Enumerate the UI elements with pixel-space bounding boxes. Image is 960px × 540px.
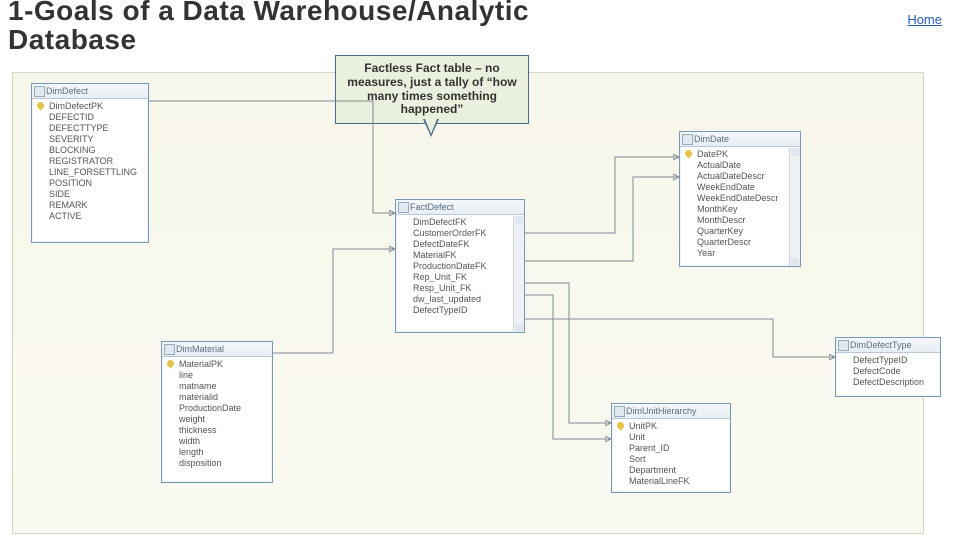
field-list: DefectTypeIDDefectCodeDefectDescription (836, 353, 940, 391)
field: POSITION (35, 178, 145, 189)
field: length (165, 447, 269, 458)
table-dimdefect: DimDefectDimDefectPKDEFECTIDDEFECTTYPESE… (31, 83, 149, 243)
page-title: 1-Goals of a Data Warehouse/Analytic Dat… (8, 0, 529, 55)
field: DefectTypeID (839, 355, 937, 366)
field: DatePK (683, 149, 797, 160)
field-list: UnitPKUnitParent_IDSortDepartmentMateria… (612, 419, 730, 490)
field-list: MaterialPKlinematnamematerialidProductio… (162, 357, 272, 472)
table-header: DimUnitHierarchy (612, 404, 730, 419)
table-dimdefecttype: DimDefectTypeDefectTypeIDDefectCodeDefec… (835, 337, 941, 397)
connector (523, 319, 835, 357)
field-list: DimDefectFKCustomerOrderFKDefectDateFKMa… (396, 215, 524, 319)
field: DimDefectFK (399, 217, 521, 228)
field: width (165, 436, 269, 447)
field: ActualDateDescr (683, 171, 797, 182)
field: DEFECTTYPE (35, 123, 145, 134)
field-list: DimDefectPKDEFECTIDDEFECTTYPESEVERITYBLO… (32, 99, 148, 225)
field: UnitPK (615, 421, 727, 432)
connector (271, 249, 395, 353)
field: Department (615, 465, 727, 476)
field: BLOCKING (35, 145, 145, 156)
field: REMARK (35, 200, 145, 211)
connector (523, 295, 611, 439)
field: ProductionDate (165, 403, 269, 414)
field: MaterialPK (165, 359, 269, 370)
field: Unit (615, 432, 727, 443)
field: DefectCode (839, 366, 937, 377)
field: matname (165, 381, 269, 392)
table-factdefect: FactDefectDimDefectFKCustomerOrderFKDefe… (395, 199, 525, 333)
scrollbar[interactable] (513, 216, 524, 332)
connector (523, 177, 679, 261)
field: QuarterKey (683, 226, 797, 237)
field: DefectTypeID (399, 305, 521, 316)
scrollbar[interactable] (789, 148, 800, 266)
table-dimmaterial: DimMaterialMaterialPKlinematnamematerial… (161, 341, 273, 483)
field: WeekEndDateDescr (683, 193, 797, 204)
title-line2: Database (8, 25, 529, 54)
field: Sort (615, 454, 727, 465)
connector (523, 283, 611, 423)
field: WeekEndDate (683, 182, 797, 193)
home-link[interactable]: Home (907, 12, 942, 27)
title-line1: 1-Goals of a Data Warehouse/Analytic (8, 0, 529, 25)
table-header: DimDefect (32, 84, 148, 99)
table-header: DimDate (680, 132, 800, 147)
field: Rep_Unit_FK (399, 272, 521, 283)
field: SEVERITY (35, 134, 145, 145)
connector (523, 157, 679, 233)
field: MonthKey (683, 204, 797, 215)
field: Parent_ID (615, 443, 727, 454)
field: QuarterDescr (683, 237, 797, 248)
field-list: DatePKActualDateActualDateDescrWeekEndDa… (680, 147, 800, 262)
field: disposition (165, 458, 269, 469)
diagram-canvas: Factless Fact table – no measures, just … (12, 72, 924, 534)
field: Year (683, 248, 797, 259)
callout-tail (423, 119, 439, 137)
table-dimdate: DimDateDatePKActualDateActualDateDescrWe… (679, 131, 801, 267)
field: dw_last_updated (399, 294, 521, 305)
table-header: FactDefect (396, 200, 524, 215)
field: ACTIVE (35, 211, 145, 222)
field: SIDE (35, 189, 145, 200)
field: MaterialFK (399, 250, 521, 261)
field: ActualDate (683, 160, 797, 171)
field: MaterialLineFK (615, 476, 727, 487)
field: CustomerOrderFK (399, 228, 521, 239)
field: thickness (165, 425, 269, 436)
table-header: DimMaterial (162, 342, 272, 357)
callout-factless: Factless Fact table – no measures, just … (335, 55, 529, 124)
field: line (165, 370, 269, 381)
callout-text: Factless Fact table – no measures, just … (347, 61, 516, 116)
field: DimDefectPK (35, 101, 145, 112)
field: DefectDateFK (399, 239, 521, 250)
field: weight (165, 414, 269, 425)
field: LINE_FORSETTLING (35, 167, 145, 178)
field: Resp_Unit_FK (399, 283, 521, 294)
table-header: DimDefectType (836, 338, 940, 353)
field: REGISTRATOR (35, 156, 145, 167)
field: ProductionDateFK (399, 261, 521, 272)
field: DefectDescription (839, 377, 937, 388)
field: MonthDescr (683, 215, 797, 226)
table-dimunit: DimUnitHierarchyUnitPKUnitParent_IDSortD… (611, 403, 731, 493)
field: DEFECTID (35, 112, 145, 123)
field: materialid (165, 392, 269, 403)
